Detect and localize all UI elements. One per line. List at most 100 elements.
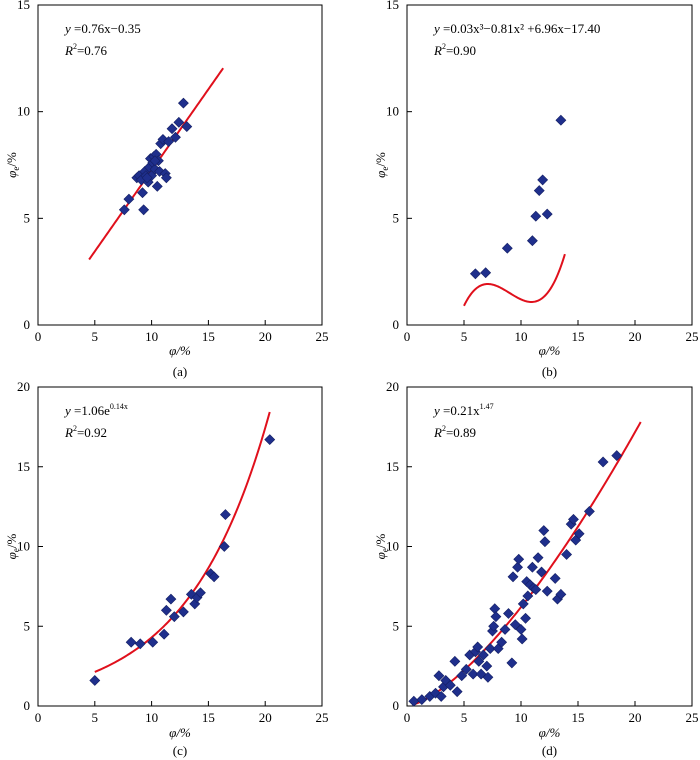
data-point bbox=[220, 509, 231, 521]
data-point bbox=[460, 663, 472, 675]
data-point bbox=[526, 561, 538, 573]
data-point bbox=[481, 660, 493, 672]
panel-a: 0 5 10 15 20 25 0 5 10 15 φ/% φe/% (a) y =0.76x−0.35 R… bbox=[4, 0, 329, 379]
x-tick-label: 20 bbox=[629, 329, 642, 344]
r-squared: R2=0.90 bbox=[433, 42, 476, 58]
x-axis-title: φ/% bbox=[539, 725, 561, 740]
x-tick-label: 10 bbox=[145, 710, 158, 725]
x-tick-label: 25 bbox=[316, 710, 329, 725]
fit-equation: y =0.03x³−0.81x² +6.96x−17.40 bbox=[432, 21, 600, 36]
data-point bbox=[536, 566, 547, 578]
data-point bbox=[177, 606, 189, 618]
x-tick-label: 0 bbox=[404, 710, 411, 725]
data-point bbox=[469, 268, 481, 280]
plot-frame bbox=[37, 4, 323, 326]
y-axis-title: φe/% bbox=[373, 534, 390, 560]
data-point bbox=[532, 552, 544, 564]
data-point bbox=[489, 603, 501, 615]
data-point bbox=[123, 193, 135, 205]
y-axis-title: φe/% bbox=[4, 534, 21, 560]
data-point bbox=[433, 670, 445, 682]
data-point bbox=[158, 628, 170, 640]
data-point bbox=[506, 657, 518, 669]
data-point bbox=[147, 636, 159, 648]
data-point bbox=[456, 670, 468, 682]
data-point bbox=[496, 636, 508, 648]
data-point bbox=[533, 185, 545, 197]
y-tick-label: 0 bbox=[24, 698, 31, 713]
r-squared: R2=0.89 bbox=[433, 424, 476, 440]
data-point bbox=[134, 638, 146, 650]
y-tick-label: 15 bbox=[17, 459, 30, 474]
panel-b: 0 5 10 15 20 25 0 5 10 15 φ/% φe/% (b) y =0.03x³−0.81… bbox=[373, 0, 699, 379]
r-squared: R2=0.76 bbox=[64, 42, 108, 58]
x-tick-label: 10 bbox=[145, 329, 158, 344]
y-tick-label: 10 bbox=[386, 104, 399, 119]
data-point bbox=[541, 585, 553, 597]
data-point bbox=[264, 434, 276, 446]
x-tick-label: 25 bbox=[316, 329, 329, 344]
x-tick-label: 0 bbox=[35, 329, 42, 344]
x-tick-label: 5 bbox=[461, 710, 468, 725]
data-point bbox=[501, 242, 513, 254]
y-tick-label: 5 bbox=[24, 210, 31, 225]
data-point bbox=[170, 131, 181, 143]
x-axis-title: φ/% bbox=[169, 343, 191, 358]
x-tick-label: 5 bbox=[461, 329, 468, 344]
data-point bbox=[538, 525, 550, 536]
data-point bbox=[539, 536, 551, 548]
data-point bbox=[509, 619, 521, 631]
data-point bbox=[435, 691, 447, 702]
y-axis-title: φe/% bbox=[373, 152, 390, 178]
data-point bbox=[137, 187, 148, 199]
data-point bbox=[503, 608, 514, 619]
data-point bbox=[149, 155, 161, 167]
data-point bbox=[168, 611, 180, 623]
y-tick-label: 10 bbox=[17, 539, 30, 554]
y-tick-label: 0 bbox=[393, 317, 400, 332]
data-point bbox=[195, 587, 206, 599]
y-axis-title: φe/% bbox=[4, 152, 21, 178]
plot-frame bbox=[406, 4, 693, 326]
data-point bbox=[499, 624, 511, 635]
data-point bbox=[473, 655, 485, 667]
x-tick-label: 15 bbox=[202, 329, 215, 344]
data-point bbox=[166, 123, 178, 135]
panel-c: 0 5 10 15 20 25 0 5 10 15 20 φ/% φe/% (c) y =1.06e0.14… bbox=[4, 379, 329, 758]
panel-d: 0 5 10 15 20 25 0 5 10 15 20 φ/% φe/% (d) y =0.21x1.47… bbox=[373, 379, 699, 758]
data-point bbox=[177, 97, 189, 109]
y-tick-label: 0 bbox=[24, 317, 31, 332]
panel-caption: (b) bbox=[542, 364, 557, 379]
data-point bbox=[472, 641, 484, 653]
x-tick-label: 20 bbox=[259, 710, 272, 725]
data-point bbox=[513, 553, 525, 565]
data-point bbox=[89, 675, 101, 686]
data-point bbox=[507, 571, 519, 583]
y-tick-label: 15 bbox=[386, 0, 399, 12]
data-point bbox=[516, 633, 528, 645]
data-point bbox=[555, 588, 567, 600]
data-point bbox=[490, 611, 502, 623]
data-point bbox=[416, 694, 428, 706]
x-tick-label: 10 bbox=[515, 710, 528, 725]
data-point bbox=[555, 114, 567, 126]
data-point bbox=[522, 590, 534, 602]
data-point bbox=[541, 208, 553, 220]
data-point bbox=[611, 450, 623, 462]
data-point bbox=[141, 172, 153, 184]
x-tick-label: 5 bbox=[92, 329, 99, 344]
x-tick-label: 5 bbox=[92, 710, 99, 725]
r-squared: R2=0.92 bbox=[64, 424, 107, 440]
data-point bbox=[181, 121, 193, 133]
data-point bbox=[125, 636, 137, 648]
data-point bbox=[517, 598, 529, 610]
data-point bbox=[561, 549, 573, 560]
x-axis-title: φ/% bbox=[169, 725, 191, 740]
x-tick-label: 20 bbox=[259, 329, 272, 344]
y-tick-label: 15 bbox=[17, 0, 30, 12]
x-tick-label: 15 bbox=[202, 710, 215, 725]
fit-equation: y =0.76x−0.35 bbox=[63, 21, 141, 36]
data-point bbox=[530, 210, 542, 222]
fit-equation: y =1.06e0.14x bbox=[63, 402, 128, 418]
